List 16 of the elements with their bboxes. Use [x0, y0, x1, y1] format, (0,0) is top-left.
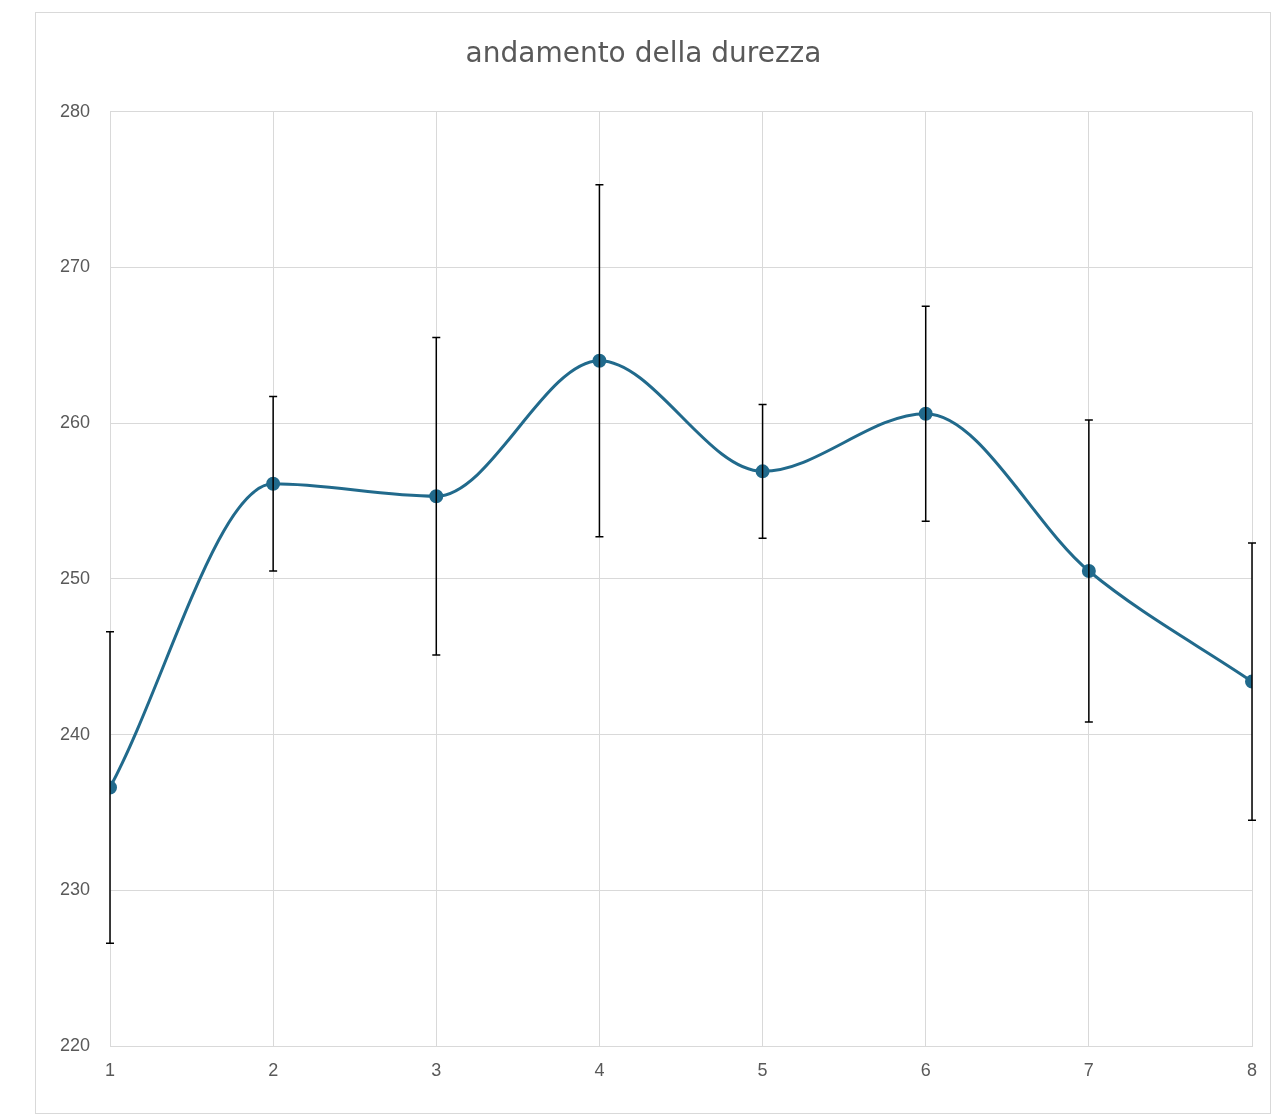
y-tick-label: 260: [59, 412, 90, 433]
x-tick-label: 4: [594, 1059, 605, 1080]
x-tick-label: 2: [268, 1059, 279, 1080]
y-tick-label: 230: [59, 879, 90, 900]
x-tick-label: 6: [920, 1059, 931, 1080]
y-tick-label: 270: [59, 256, 90, 277]
y-tick-label: 240: [59, 723, 90, 744]
x-tick-label: 5: [757, 1059, 768, 1080]
y-tick-label: 280: [59, 100, 90, 121]
y-tick-label: 250: [59, 567, 90, 588]
x-tick-label: 8: [1246, 1059, 1258, 1080]
x-tick-label: 7: [1083, 1059, 1094, 1080]
x-tick-label: 3: [431, 1059, 442, 1080]
chart-title: andamento della durezza: [465, 36, 822, 70]
x-tick-label: 1: [104, 1059, 116, 1080]
y-tick-label: 220: [59, 1034, 90, 1055]
